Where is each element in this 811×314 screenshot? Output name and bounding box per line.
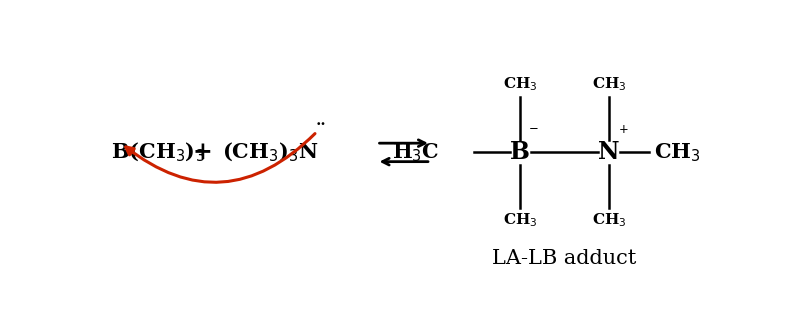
Text: CH$_3$: CH$_3$ — [591, 75, 625, 93]
Text: CH$_3$: CH$_3$ — [654, 141, 700, 164]
Text: B(CH$_3$)$_3$: B(CH$_3$)$_3$ — [110, 141, 204, 164]
Text: B: B — [509, 140, 530, 165]
Text: CH$_3$: CH$_3$ — [502, 212, 537, 230]
Text: LA-LB adduct: LA-LB adduct — [491, 249, 636, 268]
Text: (CH$_3$)$_3$N: (CH$_3$)$_3$N — [221, 141, 318, 164]
Text: $^-$: $^-$ — [526, 124, 539, 142]
Text: H$_3$C: H$_3$C — [392, 141, 439, 164]
Text: ¨: ¨ — [315, 123, 325, 141]
Text: N: N — [598, 140, 619, 165]
Text: +: + — [192, 140, 212, 165]
Text: CH$_3$: CH$_3$ — [591, 212, 625, 230]
Text: CH$_3$: CH$_3$ — [502, 75, 537, 93]
Text: $^+$: $^+$ — [615, 124, 628, 142]
